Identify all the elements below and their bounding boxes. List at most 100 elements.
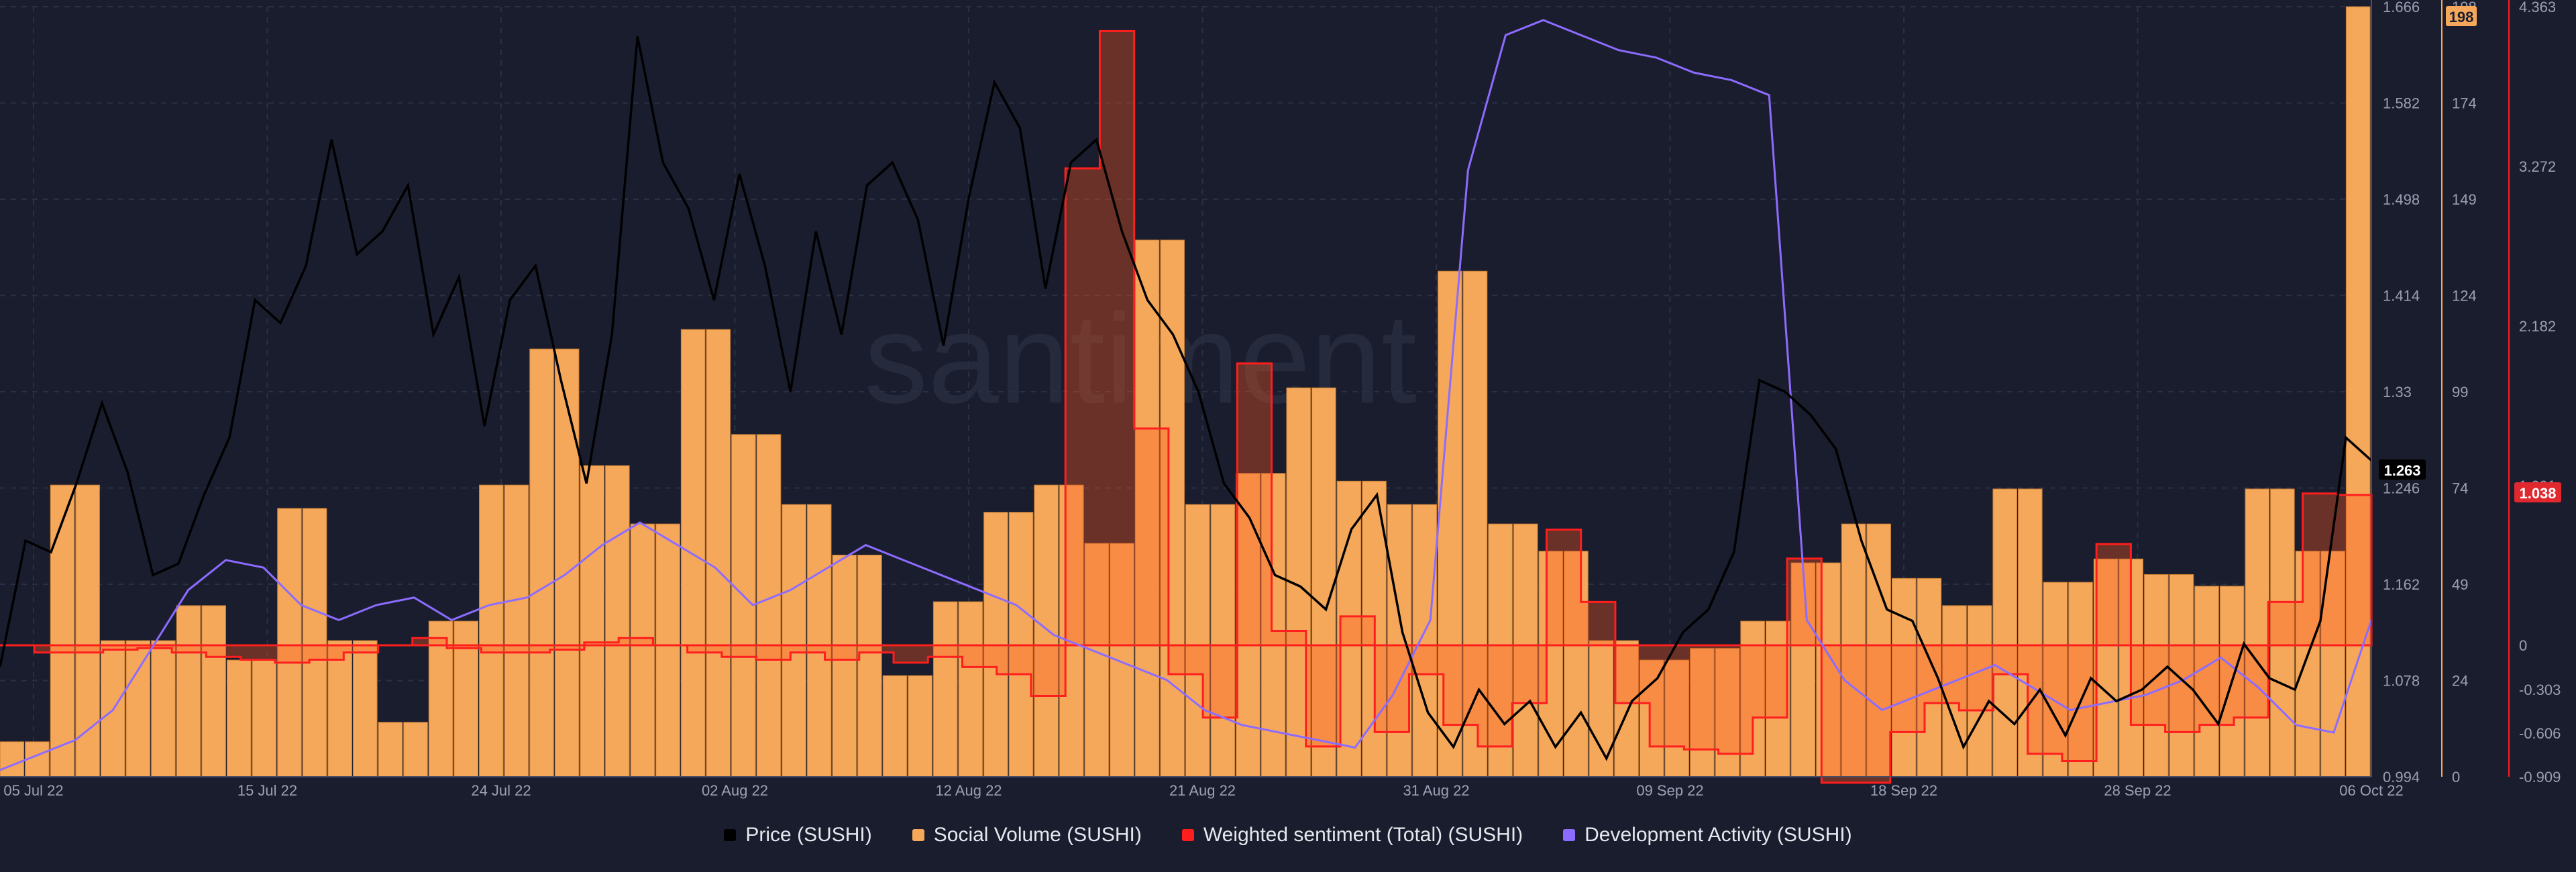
price-tick-label: 1.246 [2383,480,2420,497]
x-tick-label: 09 Sep 22 [1636,782,1703,799]
sentiment-tick-label: 3.272 [2519,158,2556,175]
price-tick-label: 0.994 [2383,769,2420,785]
price-series[interactable] [0,36,2373,761]
social-volume-bar [327,640,352,777]
social-volume-bar [1160,239,1185,777]
social-volume-bar [1084,543,1110,777]
social-volume-bar [1942,605,1967,777]
price-value-badge: 1.263 [2383,462,2420,479]
social-volume-bar [932,601,958,777]
price-value-badge-bg [2379,459,2426,480]
legend-label: Social Volume (SUSHI) [933,824,1142,846]
development-activity-series[interactable] [0,19,2373,771]
legend-item-social-volume[interactable]: Social Volume (SUSHI) [912,824,1142,847]
social-volume-bar [1639,659,1664,777]
social-volume-bar [605,465,630,777]
social-volume-bar [277,508,302,777]
social-volume-bar [1891,578,1917,777]
social-volume-bar [1260,473,1286,777]
x-tick-label: 31 Aug 22 [1403,782,1469,799]
social-volume-bar [806,504,832,777]
social-volume-bar [882,675,908,777]
social-volume-bar [529,348,554,777]
sentiment-tick-label: 0 [2519,637,2527,654]
sentiment-value-badge-bg [2514,482,2561,502]
social-volume-bar [630,523,655,777]
social-volume-bar [1992,488,2018,777]
social-volume-bar [378,722,403,777]
price-tick-label: 1.33 [2383,384,2412,400]
x-tick-label: 28 Sep 22 [2104,782,2171,799]
social-volume-bar [1210,504,1236,777]
price-tick-label: 1.582 [2383,95,2420,112]
social-volume-bar [75,484,100,777]
social-tick-label: 99 [2452,384,2468,400]
x-tick-label: 12 Aug 22 [935,782,1002,799]
social-value-badge: 198 [2449,9,2474,25]
social-volume-bar [2043,582,2068,777]
legend-label: Weighted sentiment (Total) (SUSHI) [1203,824,1523,846]
sentiment-tick-label: -0.909 [2519,769,2561,785]
x-tick-label: 06 Oct 22 [2339,782,2403,799]
sentiment-series[interactable] [0,30,2373,784]
social-volume-bar [1664,659,1690,777]
social-volume-bar [857,555,882,777]
social-volume-bar [504,484,529,777]
social-volume-bar [176,605,201,777]
social-volume-bar [908,675,932,777]
sentiment-tick-label: 4.363 [2519,0,2556,15]
legend-swatch-weighted-sentiment [1181,829,1194,841]
legend-swatch-development-activity [1563,829,1576,841]
social-volume-bar [302,508,327,777]
sentiment-tick-label: 2.182 [2519,318,2556,335]
social-volume-bar [453,620,479,777]
social-volume-bar [958,601,983,777]
sentiment-tick-label: -0.303 [2519,682,2561,698]
social-tick-label: 0 [2452,769,2460,785]
social-volume-bar [1412,504,1438,777]
price-line [0,36,2373,761]
social-volume-bar [252,659,277,777]
social-tick-label: 49 [2452,576,2468,593]
legend-item-price[interactable]: Price (SUSHI) [724,824,872,847]
social-volume-bar [50,484,75,777]
legend-label: Development Activity (SUSHI) [1585,824,1852,846]
social-volume-bar [1059,484,1084,777]
social-volume-bar [1765,620,1790,777]
x-tick-label: 05 Jul 22 [3,782,63,799]
social-volume-bar [125,640,151,777]
social-volume-bar [1614,640,1639,777]
social-volume-bar [226,659,252,777]
social-volume-bar [1589,640,1614,777]
social-volume-bar [554,348,580,777]
x-tick-label: 21 Aug 22 [1169,782,1236,799]
sentiment-value-badge: 1.038 [2519,485,2556,502]
x-tick-label: 15 Jul 22 [237,782,297,799]
social-volume-bar [1690,648,1715,777]
social-volume-bar [756,434,782,777]
social-volume-bar [580,465,605,777]
social-volume-bar [479,484,504,777]
sentiment-step-line [0,30,2373,784]
social-volume-bar [1134,239,1160,777]
social-volume-bar [706,329,731,777]
price-tick-label: 1.162 [2383,576,2420,593]
social-tick-label: 74 [2452,480,2468,497]
legend-swatch-price [724,829,737,841]
legend-item-weighted-sentiment[interactable]: Weighted sentiment (Total) (SUSHI) [1181,824,1523,847]
social-volume-bar [832,555,857,777]
social-volume-series[interactable] [0,6,2371,777]
legend-item-development-activity[interactable]: Development Activity (SUSHI) [1563,824,1852,847]
social-volume-bar [1841,523,1866,777]
social-volume-bar [428,620,453,777]
social-volume-bar [2245,488,2270,777]
social-volume-bar [352,640,378,777]
social-volume-bar [731,434,756,777]
price-tick-label: 1.498 [2383,191,2420,208]
price-tick-label: 1.666 [2383,0,2420,15]
social-tick-label: 24 [2452,673,2468,690]
social-volume-bar [655,523,680,777]
social-volume-bar [1816,562,1841,777]
social-tick-label: 174 [2452,95,2477,112]
